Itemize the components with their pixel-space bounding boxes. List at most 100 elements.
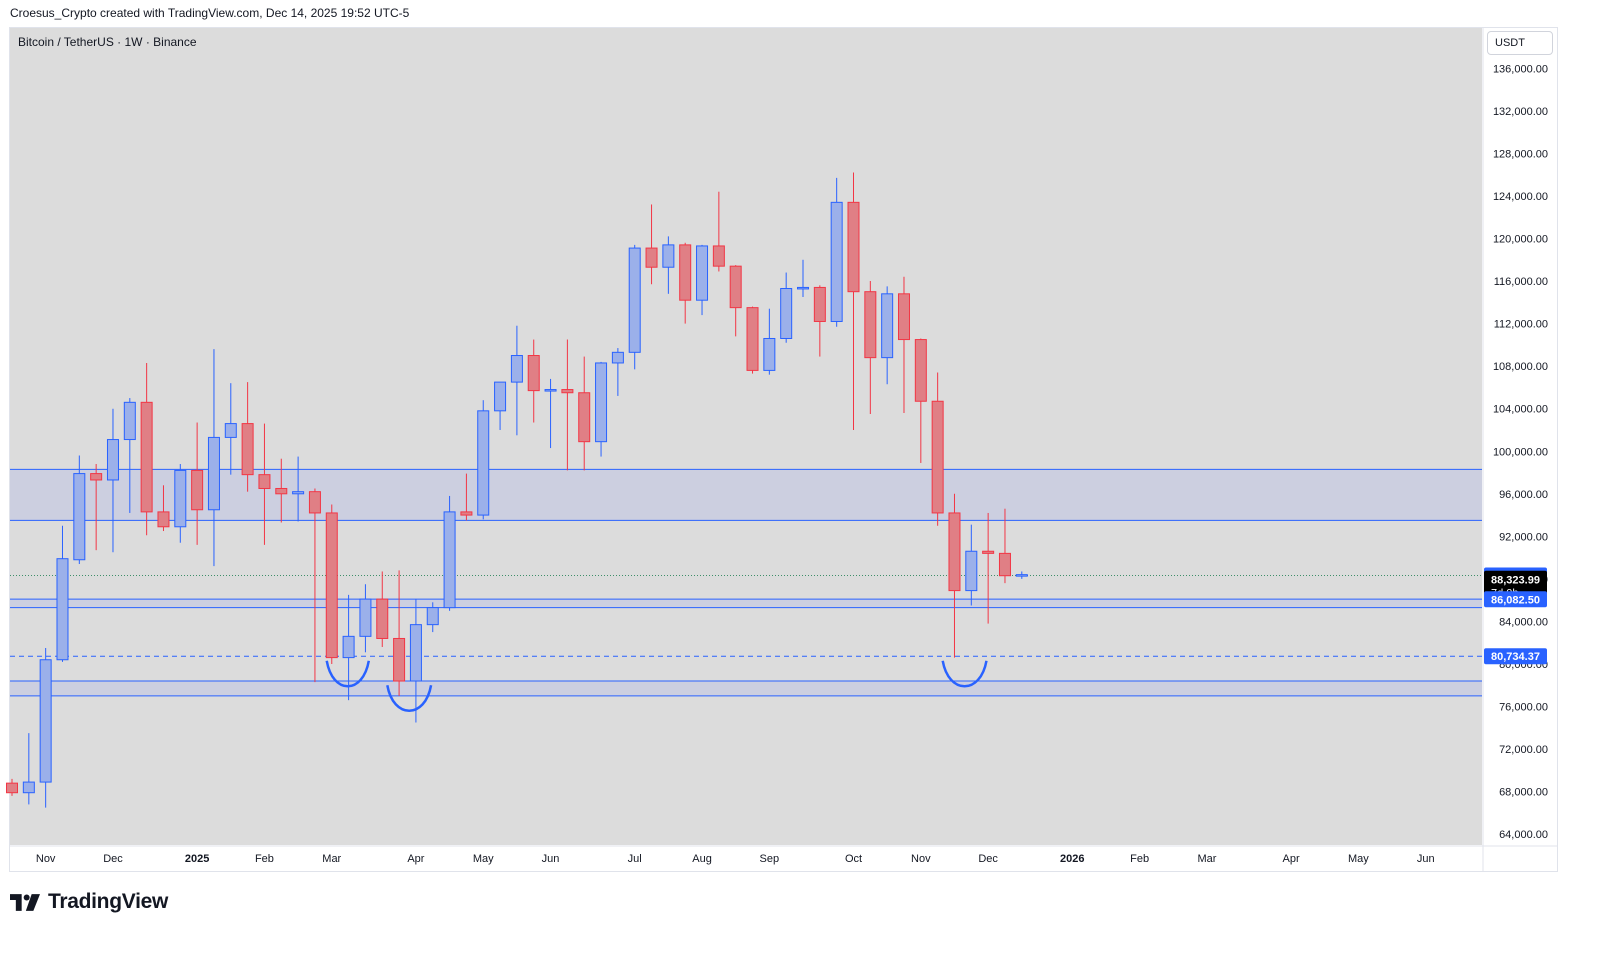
bottom-curve-2[interactable] bbox=[941, 660, 988, 688]
candle-29[interactable] bbox=[494, 381, 507, 430]
x-tick-label: 2025 bbox=[185, 853, 209, 865]
candle-35[interactable] bbox=[595, 361, 608, 457]
candle-28[interactable] bbox=[477, 400, 490, 520]
candle-body bbox=[477, 410, 490, 516]
candle-56[interactable] bbox=[948, 493, 961, 658]
candle-24[interactable] bbox=[409, 599, 422, 723]
candle-body bbox=[628, 247, 641, 353]
candle-57[interactable] bbox=[965, 524, 978, 606]
candle-27[interactable] bbox=[460, 473, 473, 521]
candle-6[interactable] bbox=[106, 408, 119, 553]
x-tick-label: Mar bbox=[322, 853, 341, 865]
candle-26[interactable] bbox=[443, 495, 456, 611]
candle-body bbox=[308, 491, 321, 514]
candle-44[interactable] bbox=[746, 306, 759, 374]
candle-1[interactable] bbox=[22, 733, 35, 805]
candle-40[interactable] bbox=[679, 242, 692, 324]
x-tick-label: Dec bbox=[978, 853, 998, 865]
price-label-3[interactable]: 80,734.37 bbox=[1484, 648, 1547, 665]
candle-body bbox=[140, 401, 153, 513]
tradingview-logo[interactable]: TradingView bbox=[10, 888, 168, 916]
bottom-curve-1[interactable] bbox=[386, 685, 433, 712]
currency-button[interactable]: USDT bbox=[1487, 31, 1553, 55]
candle-52[interactable] bbox=[881, 286, 894, 385]
candle-5[interactable] bbox=[90, 464, 103, 551]
price-label-2[interactable]: 86,082.50 bbox=[1484, 591, 1547, 608]
candle-0[interactable] bbox=[6, 778, 18, 796]
candle-38[interactable] bbox=[645, 204, 658, 285]
zone-0[interactable] bbox=[10, 469, 1482, 521]
candle-9[interactable] bbox=[157, 485, 170, 532]
candle-42[interactable] bbox=[712, 191, 725, 272]
candle-12[interactable] bbox=[207, 349, 220, 567]
candle-13[interactable] bbox=[224, 383, 237, 475]
candle-16[interactable] bbox=[275, 458, 288, 523]
candle-body bbox=[780, 287, 793, 339]
bottom-curve-0[interactable] bbox=[325, 660, 371, 688]
candle-22[interactable] bbox=[376, 571, 389, 647]
candle-43[interactable] bbox=[729, 265, 742, 337]
y-tick-label: 84,000.00 bbox=[1499, 616, 1548, 628]
candle-19[interactable] bbox=[325, 504, 338, 664]
candle-body bbox=[662, 244, 675, 268]
candle-body bbox=[443, 511, 456, 609]
candle-49[interactable] bbox=[830, 177, 843, 327]
candle-60[interactable] bbox=[1015, 571, 1028, 579]
candle-body bbox=[6, 782, 18, 794]
candle-30[interactable] bbox=[510, 325, 523, 436]
x-tick-label: May bbox=[473, 853, 494, 865]
candle-48[interactable] bbox=[813, 285, 826, 357]
candle-36[interactable] bbox=[611, 348, 624, 396]
candle-8[interactable] bbox=[140, 362, 153, 536]
candle-body bbox=[965, 550, 978, 592]
candle-18[interactable] bbox=[308, 488, 321, 683]
candle-body bbox=[207, 436, 220, 511]
candle-body bbox=[426, 607, 439, 626]
y-tick-label: 132,000.00 bbox=[1493, 106, 1548, 118]
candle-4[interactable] bbox=[73, 455, 86, 565]
candle-53[interactable] bbox=[897, 276, 910, 413]
candle-46[interactable] bbox=[780, 272, 793, 343]
candle-55[interactable] bbox=[931, 372, 944, 526]
candle-54[interactable] bbox=[914, 338, 927, 463]
plot-area[interactable] bbox=[10, 28, 1482, 845]
candle-39[interactable] bbox=[662, 236, 675, 294]
candle-body bbox=[931, 400, 944, 514]
candle-3[interactable] bbox=[56, 525, 69, 662]
candle-33[interactable] bbox=[561, 339, 574, 471]
zone-2[interactable] bbox=[10, 681, 1482, 696]
candle-17[interactable] bbox=[292, 456, 305, 522]
candle-50[interactable] bbox=[847, 172, 860, 430]
candle-7[interactable] bbox=[123, 398, 136, 513]
y-tick-label: 108,000.00 bbox=[1493, 361, 1548, 373]
candlesticks bbox=[6, 172, 1028, 808]
candle-10[interactable] bbox=[174, 464, 187, 543]
candle-41[interactable] bbox=[696, 244, 709, 316]
candle-31[interactable] bbox=[527, 339, 540, 423]
candle-51[interactable] bbox=[864, 281, 877, 415]
zone-1[interactable] bbox=[10, 599, 1482, 608]
candle-45[interactable] bbox=[763, 308, 776, 375]
candle-47[interactable] bbox=[797, 259, 810, 298]
candle-23[interactable] bbox=[393, 570, 406, 696]
candle-body bbox=[460, 511, 473, 516]
candle-14[interactable] bbox=[241, 382, 254, 492]
x-tick-label: Jul bbox=[628, 853, 642, 865]
y-tick-label: 128,000.00 bbox=[1493, 148, 1548, 160]
candle-58[interactable] bbox=[982, 512, 995, 624]
x-tick-label: Nov bbox=[911, 853, 931, 865]
candle-15[interactable] bbox=[258, 423, 271, 545]
candle-34[interactable] bbox=[578, 356, 591, 471]
candle-59[interactable] bbox=[998, 508, 1011, 584]
candle-21[interactable] bbox=[359, 584, 372, 653]
candle-20[interactable] bbox=[342, 594, 355, 701]
candle-body bbox=[157, 511, 170, 528]
symbol-info[interactable]: Bitcoin / TetherUS · 1W · Binance bbox=[18, 35, 197, 49]
candle-37[interactable] bbox=[628, 244, 641, 370]
candle-2[interactable] bbox=[39, 648, 52, 808]
candle-body bbox=[982, 550, 995, 554]
candle-11[interactable] bbox=[191, 422, 204, 545]
candle-32[interactable] bbox=[544, 378, 557, 449]
candle-25[interactable] bbox=[426, 602, 439, 633]
